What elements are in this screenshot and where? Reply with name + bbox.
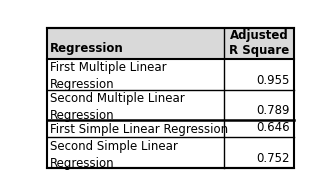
Text: First Multiple Linear
Regression: First Multiple Linear Regression [50, 61, 166, 91]
Text: First Simple Linear Regression: First Simple Linear Regression [50, 123, 228, 136]
Text: Second Multiple Linear
Regression: Second Multiple Linear Regression [50, 92, 185, 122]
Text: Adjusted
R Square: Adjusted R Square [229, 29, 289, 57]
Text: 0.752: 0.752 [256, 152, 290, 165]
Text: Second Simple Linear
Regression: Second Simple Linear Regression [50, 140, 178, 170]
Text: 0.789: 0.789 [256, 104, 290, 117]
Text: 0.955: 0.955 [256, 74, 290, 87]
Text: 0.646: 0.646 [256, 121, 290, 134]
Text: Regression: Regression [50, 42, 124, 55]
